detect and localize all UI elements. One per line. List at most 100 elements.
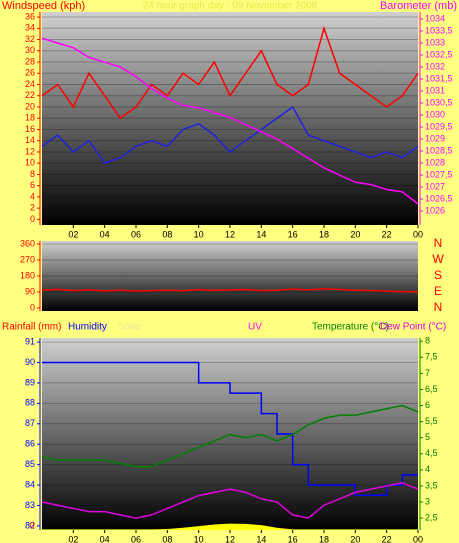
y-tick-label: 28 [25,56,35,66]
y2-axis-label: Barometer (mb) [380,0,457,12]
y2-tick-label: 7 [425,368,430,378]
x-tick-label: 18 [319,229,329,239]
series-line [41,37,419,205]
x-tick-label: 04 [100,534,110,543]
y-tick-label: 180 [20,270,35,280]
x-tick-label: 08 [162,534,172,543]
y-tick-label: 34 [25,23,35,33]
y-tick-label: 84 [25,479,35,489]
series-line [41,481,419,519]
y2-tick-label: E [434,284,442,298]
y2-tick-label: 8 [425,336,430,346]
y2-tick-label: 1033,5 [425,25,453,35]
y2-tick-label: 2,5 [425,512,438,522]
y-tick-label: 2 [30,203,35,213]
y-tick-label: 30 [25,45,35,55]
legend-entry: UV [248,322,262,333]
y-tick-label: 22 [25,90,35,100]
y-tick-label: 32 [25,34,35,44]
y-tick-label: 0 [30,214,35,224]
y2-tick-label: N [434,236,443,250]
y-tick-label: 8 [30,169,35,179]
y2-tick-label: W [432,252,444,266]
y2-tick-label: N [434,300,443,314]
y-tick-label: 36 [25,11,35,21]
y2-tick-label: 1032,5 [425,49,453,59]
y2-tick-label: 1031 [425,85,445,95]
x-tick-label: 02 [68,534,78,543]
x-tick-label: 00 [413,229,423,239]
y-tick-label: 20 [25,101,35,111]
y2-tick-label: 4 [425,464,430,474]
x-tick-label: 12 [225,534,235,543]
y-tick-label: 83 [25,500,35,510]
y-tick-label: 12 [25,146,35,156]
x-tick-label: 02 [68,229,78,239]
y2-tick-label: 6,5 [425,384,438,394]
y-tick-label: 87 [25,418,35,428]
y2-tick-label: 6 [425,400,430,410]
y-tick-label: 6 [30,180,35,190]
y2-tick-label: 3,5 [425,480,438,490]
y2-tick-label: S [434,268,442,282]
y2-tick-label: 1033 [425,37,445,47]
x-tick-label: 06 [131,229,141,239]
x-tick-label: 00 [413,534,423,543]
y-tick-label: 270 [20,254,35,264]
y2-tick-label: 1030,5 [425,97,453,107]
y2-tick-label: 4,5 [425,448,438,458]
y-tick-label: 85 [25,459,35,469]
y-tick-label: 360 [20,238,35,248]
y2-tick-label: 3 [425,496,430,506]
x-tick-label: 08 [162,229,172,239]
x-tick-label: 18 [319,534,329,543]
y-tick-label: 16 [25,124,35,134]
y2-tick-label: 1029,5 [425,121,453,131]
y2-tick-label: 1031,5 [425,73,453,83]
y2-tick-label: 1028,5 [425,145,453,155]
series-line [41,288,419,293]
x-tick-label: 20 [350,534,360,543]
x-tick-label: 22 [382,229,392,239]
legend-entry: Rainfall (mm) [2,322,61,333]
legend-entry: Solar [118,322,142,333]
y-tick-label: 0 [30,302,35,312]
y2-tick-label: 1032 [425,61,445,71]
x-tick-label: 14 [256,534,266,543]
series-line [41,25,419,120]
plot-area [42,241,418,311]
y-tick-label: 88 [25,398,35,408]
x-tick-label: 22 [382,534,392,543]
legend-entry: Temperature (°C) [312,322,389,333]
y2-tick-label: 1029 [425,133,445,143]
series-line [42,361,418,497]
solar-area [42,523,418,530]
legend-entry: Humidity [68,322,107,333]
x-tick-label: 20 [350,229,360,239]
y-tick-label: 10 [25,158,35,168]
y-tick-label: 90 [25,286,35,296]
x-tick-label: 12 [225,229,235,239]
x-tick-label: 16 [288,534,298,543]
y-tick-label: 14 [25,135,35,145]
y2-tick-label: 5,5 [425,416,438,426]
x-tick-label: 10 [194,229,204,239]
x-tick-label: 14 [256,229,266,239]
y2-tick-label: 1027,5 [425,169,453,179]
x-tick-label: 16 [288,229,298,239]
plot-area [42,12,418,225]
series-line [41,404,419,468]
x-tick-label: 06 [131,534,141,543]
y2-tick-label: 1034 [425,13,445,23]
y-tick-label: 89 [25,377,35,387]
rain-tick-label: 0 [29,520,34,530]
y2-tick-label: 1028 [425,157,445,167]
x-tick-label: 04 [100,229,110,239]
y2-tick-label: 7,5 [425,352,438,362]
y2-tick-label: 1026,5 [425,193,453,203]
y-tick-label: 26 [25,68,35,78]
x-tick-label: 10 [194,534,204,543]
series-line [41,105,419,165]
y2-tick-label: 5 [425,432,430,442]
y-tick-label: 82 [25,520,35,530]
